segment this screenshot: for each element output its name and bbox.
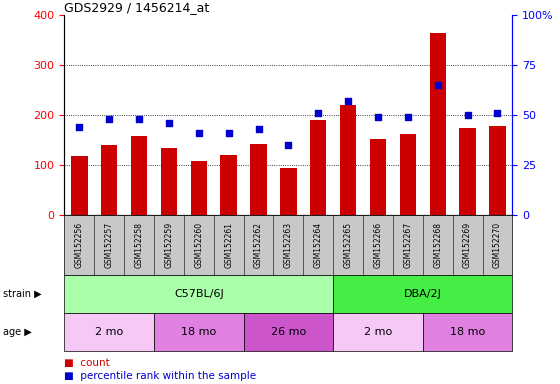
Text: age ▶: age ▶: [3, 327, 31, 337]
Text: DBA/2J: DBA/2J: [404, 289, 442, 299]
Text: GSM152256: GSM152256: [75, 222, 84, 268]
Text: GSM152269: GSM152269: [463, 222, 472, 268]
Point: [493, 110, 502, 116]
Bar: [71, 156, 87, 215]
Point: [224, 130, 233, 136]
Bar: [489, 126, 506, 215]
Text: GSM152264: GSM152264: [314, 222, 323, 268]
Bar: [250, 144, 267, 215]
Text: GSM152259: GSM152259: [165, 222, 174, 268]
Bar: [340, 105, 356, 215]
Bar: [221, 155, 237, 215]
Point: [344, 98, 353, 104]
Text: GSM152265: GSM152265: [344, 222, 353, 268]
Bar: [190, 161, 207, 215]
Point: [374, 114, 382, 120]
Point: [284, 142, 293, 148]
Bar: [131, 136, 147, 215]
Text: GSM152266: GSM152266: [374, 222, 382, 268]
Text: GSM152267: GSM152267: [403, 222, 412, 268]
Bar: [430, 33, 446, 215]
Text: ■  percentile rank within the sample: ■ percentile rank within the sample: [64, 371, 256, 381]
Point: [194, 130, 203, 136]
Text: GDS2929 / 1456214_at: GDS2929 / 1456214_at: [64, 1, 209, 14]
Text: GSM152258: GSM152258: [134, 222, 143, 268]
Text: GSM152263: GSM152263: [284, 222, 293, 268]
Text: 26 mo: 26 mo: [271, 327, 306, 337]
Text: 2 mo: 2 mo: [95, 327, 123, 337]
Text: GSM152257: GSM152257: [105, 222, 114, 268]
Text: GSM152260: GSM152260: [194, 222, 203, 268]
Point: [254, 126, 263, 132]
Point: [463, 112, 472, 118]
Bar: [400, 134, 416, 215]
Point: [433, 82, 442, 88]
Bar: [161, 148, 177, 215]
Point: [105, 116, 114, 122]
Bar: [370, 139, 386, 215]
Point: [403, 114, 412, 120]
Bar: [459, 127, 476, 215]
Text: GSM152262: GSM152262: [254, 222, 263, 268]
Point: [314, 110, 323, 116]
Text: strain ▶: strain ▶: [3, 289, 41, 299]
Point: [134, 116, 143, 122]
Text: GSM152261: GSM152261: [224, 222, 233, 268]
Text: 18 mo: 18 mo: [450, 327, 485, 337]
Text: GSM152268: GSM152268: [433, 222, 442, 268]
Text: ■  count: ■ count: [64, 358, 110, 368]
Bar: [101, 145, 118, 215]
Point: [75, 124, 84, 130]
Text: 2 mo: 2 mo: [364, 327, 392, 337]
Text: C57BL/6J: C57BL/6J: [174, 289, 223, 299]
Bar: [310, 120, 326, 215]
Text: 18 mo: 18 mo: [181, 327, 216, 337]
Text: GSM152270: GSM152270: [493, 222, 502, 268]
Bar: [280, 167, 297, 215]
Point: [165, 120, 174, 126]
